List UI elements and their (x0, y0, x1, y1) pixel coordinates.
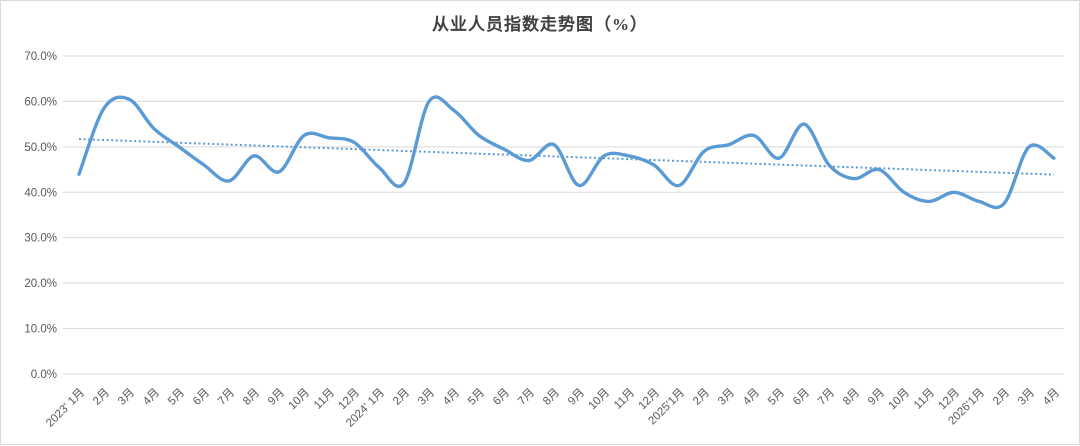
y-axis-tick-label: 30.0% (24, 233, 57, 245)
y-axis-tick-label: 10.0% (24, 324, 57, 336)
x-axis-tick-label: 6月 (791, 387, 812, 408)
x-axis-tick-label: 3月 (1016, 387, 1037, 408)
x-axis-tick-label: 7月 (516, 387, 537, 408)
x-axis-tick-label: 3月 (116, 387, 137, 408)
x-axis-tick-label: 5月 (766, 387, 787, 408)
x-axis-tick-label: 2月 (91, 387, 112, 408)
y-axis-tick-label: 70.0% (24, 51, 57, 63)
y-axis-tick-label: 40.0% (24, 187, 57, 199)
x-axis-tick-label: 5月 (166, 387, 187, 408)
x-axis-tick-label: 11月 (312, 387, 337, 412)
chart-title: 从业人员指数走势图（%） (432, 15, 648, 34)
x-axis-tick-label: 9月 (266, 387, 287, 408)
x-axis-tick-label: 11月 (912, 387, 937, 412)
x-axis-tick-label: 4月 (741, 387, 762, 408)
x-axis-tick-label: 8月 (541, 387, 562, 408)
x-axis-tick-label: 10月 (886, 387, 912, 413)
x-axis-tick-label: 10月 (286, 387, 312, 413)
x-axis-tick-label: 2月 (391, 387, 412, 408)
x-axis-tick-label: 6月 (491, 387, 512, 408)
x-axis-tick-label: 8月 (241, 387, 262, 408)
x-axis-tick-label: 5月 (466, 387, 487, 408)
x-axis-tick-label: 7月 (216, 387, 237, 408)
y-axis-tick-label: 0.0% (31, 369, 57, 381)
x-axis-tick-label: 10月 (586, 387, 612, 413)
x-axis-tick-label: 3月 (716, 387, 737, 408)
y-axis-tick-label: 20.0% (24, 278, 57, 290)
y-axis-tick-label: 60.0% (24, 96, 57, 108)
x-axis-tick-label: 9月 (566, 387, 587, 408)
x-axis-tick-label: 11月 (612, 387, 637, 412)
trendline (78, 138, 1055, 176)
x-axis-tick-label: 6月 (191, 387, 212, 408)
x-axis-tick-label: 9月 (866, 387, 887, 408)
y-axis-tick-label: 50.0% (24, 142, 57, 154)
x-axis-tick-label: 7月 (816, 387, 837, 408)
x-axis-tick-label: 3月 (416, 387, 437, 408)
x-axis-tick-label: 2023' 1月 (44, 387, 87, 430)
x-axis-tick-label: 8月 (841, 387, 862, 408)
x-axis-tick-label: 4月 (1041, 387, 1062, 408)
x-axis-tick-label: 4月 (141, 387, 162, 408)
x-axis-tick-label: 2月 (691, 387, 712, 408)
x-axis-tick-label: 4月 (441, 387, 462, 408)
data-series-line (77, 95, 1056, 210)
x-axis-tick-label: 2月 (991, 387, 1012, 408)
